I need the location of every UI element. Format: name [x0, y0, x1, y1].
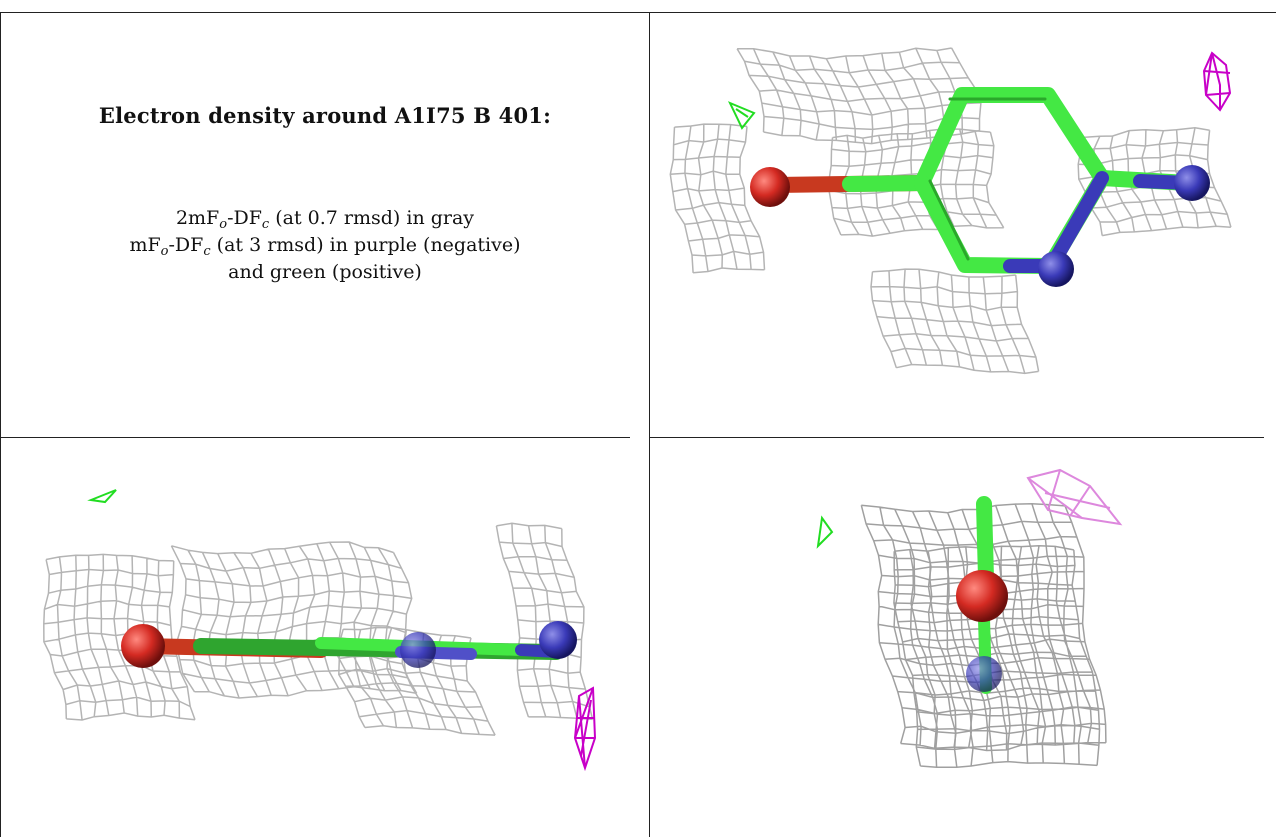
middle-divider-right: [650, 437, 1264, 438]
ligand-stick-b: [133, 637, 564, 660]
oxygen-atom-c: [956, 570, 1008, 622]
legend-2-sub-c: c: [203, 244, 211, 259]
legend-1-sub-o: o: [219, 217, 228, 232]
positive-density-blob-a: [727, 101, 756, 130]
mesh-gray-b: [43, 522, 594, 736]
left-border: [0, 12, 1, 837]
center-divider: [649, 12, 650, 837]
density-view-end-on: [650, 438, 1276, 837]
legend-2-mid: -DF: [168, 234, 204, 256]
nitrogen-atom-b-1: [400, 632, 436, 668]
nitrogen-atom-a-2: [1174, 165, 1210, 201]
oxygen-atom-a: [750, 167, 790, 207]
legend-2-prefix: mF: [129, 234, 161, 256]
negative-density-blob-c: [1026, 468, 1123, 526]
caption-panel: Electron density around A1I75 B 401: 2mF…: [1, 13, 649, 437]
mesh-patch: [170, 541, 418, 699]
legend-line-3: and green (positive): [228, 261, 422, 283]
negative-density-blob-a: [1202, 51, 1232, 112]
mesh-patch: [495, 522, 594, 721]
mesh-patch: [669, 123, 766, 274]
mesh-gray-a: [669, 47, 1232, 375]
ligand-stick-a: [767, 87, 1196, 274]
legend-2-sub-o: o: [160, 244, 169, 259]
nitrogen-atom-b-2: [539, 621, 577, 659]
caption-title: Electron density around A1I75 B 401:: [98, 103, 552, 128]
negative-density-blob-b: [573, 686, 597, 772]
legend-1-prefix: 2mF: [175, 207, 220, 229]
mesh-patch: [870, 268, 1040, 375]
top-border: [0, 12, 1276, 13]
legend-1-mid: -DF: [227, 207, 262, 229]
legend-1-sub-c: c: [261, 217, 270, 232]
density-view-side: [1, 438, 649, 837]
density-view-front: [650, 13, 1276, 437]
mesh-patch: [43, 553, 196, 721]
legend-line-2: mFo-DFc (at 3 rmsd) in purple (negative): [1, 232, 649, 259]
mesh-patch: [736, 47, 982, 145]
legend-1-suffix: (at 0.7 rmsd) in gray: [269, 207, 475, 229]
middle-divider-left: [0, 437, 630, 438]
oxygen-atom-b: [121, 624, 165, 668]
positive-density-blob-c: [816, 515, 834, 549]
legend-2-suffix: (at 3 rmsd) in purple (negative): [210, 234, 521, 256]
legend-line-1: 2mFo-DFc (at 0.7 rmsd) in gray: [1, 205, 649, 232]
nitrogen-atom-c: [966, 656, 1002, 692]
caption-legend: 2mFo-DFc (at 0.7 rmsd) in gray mFo-DFc (…: [1, 205, 649, 286]
nitrogen-atom-a-1: [1038, 251, 1074, 287]
positive-density-blob-b: [87, 489, 117, 504]
